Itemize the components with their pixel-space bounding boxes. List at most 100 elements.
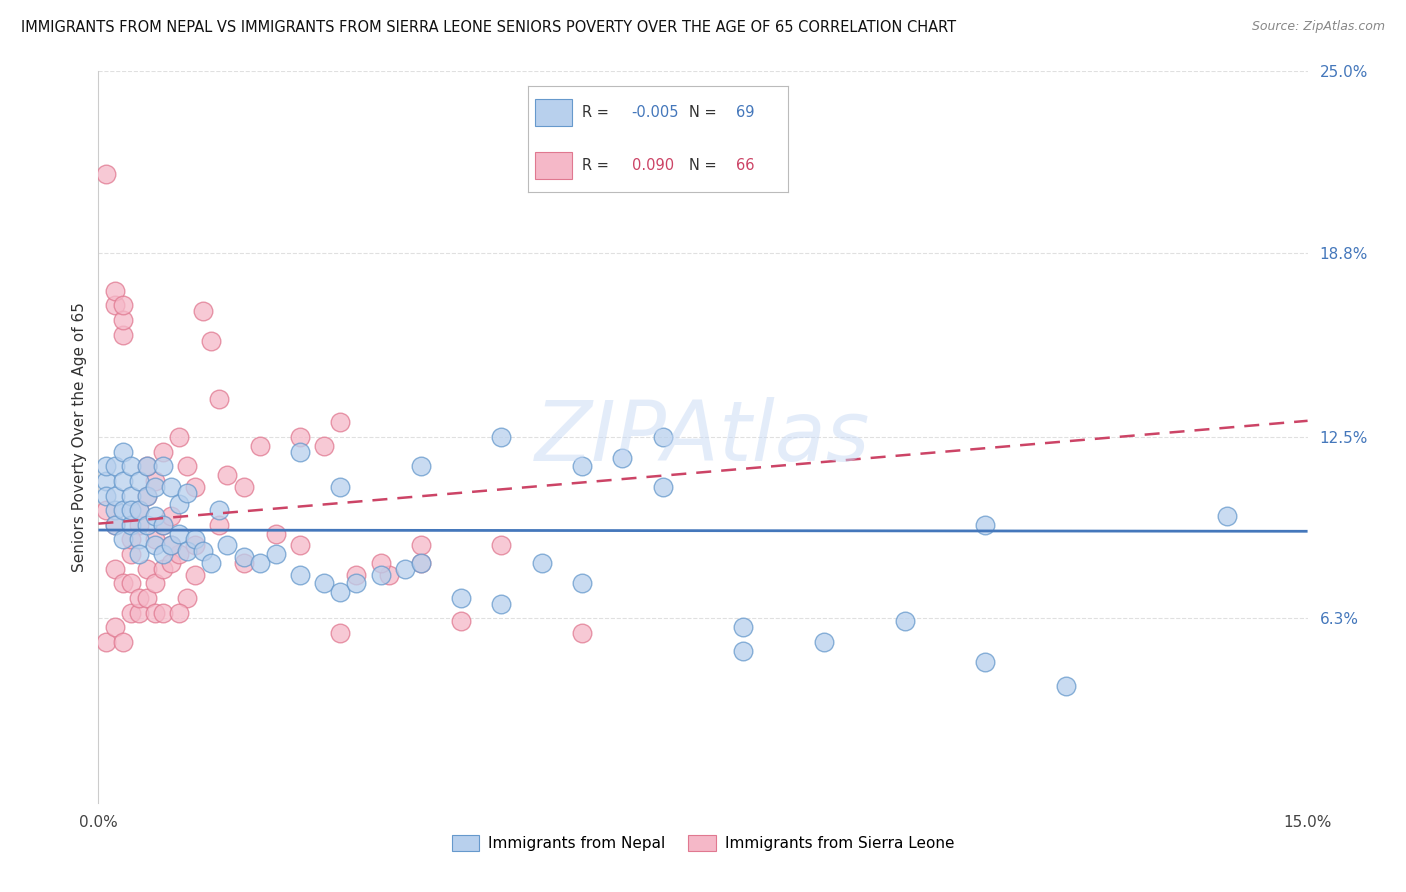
Point <box>176 591 198 605</box>
Point <box>152 606 174 620</box>
Point <box>120 459 142 474</box>
Point <box>96 474 118 488</box>
Point <box>96 489 118 503</box>
Point <box>120 503 142 517</box>
Point <box>103 620 125 634</box>
Point <box>128 547 150 561</box>
Point <box>651 480 673 494</box>
Point <box>184 480 207 494</box>
Point <box>264 547 287 561</box>
Point <box>176 485 198 500</box>
Point <box>135 459 157 474</box>
Point <box>176 544 198 558</box>
Point <box>96 459 118 474</box>
Point <box>167 547 190 561</box>
Point <box>120 489 142 503</box>
Point <box>143 509 166 524</box>
Point <box>111 576 134 591</box>
Point <box>143 474 166 488</box>
Point <box>491 538 513 552</box>
Point <box>329 585 352 599</box>
Point <box>135 489 157 503</box>
Point <box>974 656 997 670</box>
Text: ZIPAtlas: ZIPAtlas <box>536 397 870 477</box>
Point <box>733 643 755 657</box>
Point <box>128 503 150 517</box>
Point <box>1054 679 1077 693</box>
Point <box>450 615 472 629</box>
Point <box>314 439 336 453</box>
Point <box>135 591 157 605</box>
Point <box>409 538 432 552</box>
Point <box>103 517 125 532</box>
Text: Source: ZipAtlas.com: Source: ZipAtlas.com <box>1251 20 1385 33</box>
Point <box>530 556 553 570</box>
Point <box>232 556 254 570</box>
Point <box>193 304 215 318</box>
Point <box>1216 509 1239 524</box>
Point <box>200 556 222 570</box>
Point <box>152 562 174 576</box>
Point <box>249 439 271 453</box>
Point <box>217 538 239 552</box>
Point <box>370 556 392 570</box>
Point <box>160 509 183 524</box>
Text: IMMIGRANTS FROM NEPAL VS IMMIGRANTS FROM SIERRA LEONE SENIORS POVERTY OVER THE A: IMMIGRANTS FROM NEPAL VS IMMIGRANTS FROM… <box>21 20 956 35</box>
Point <box>893 615 915 629</box>
Point <box>208 503 231 517</box>
Point <box>232 480 254 494</box>
Point <box>135 459 157 474</box>
Point <box>135 489 157 503</box>
Point <box>152 517 174 532</box>
Point <box>409 556 432 570</box>
Point <box>111 635 134 649</box>
Point <box>193 544 215 558</box>
Point <box>96 635 118 649</box>
Point <box>329 416 352 430</box>
Point <box>135 562 157 576</box>
Point <box>491 430 513 444</box>
Point <box>208 392 231 406</box>
Point <box>184 538 207 552</box>
Point <box>152 444 174 458</box>
Point <box>160 556 183 570</box>
Point <box>143 606 166 620</box>
Point <box>344 576 367 591</box>
Point <box>103 503 125 517</box>
Point <box>111 503 134 517</box>
Point <box>288 567 311 582</box>
Point <box>103 459 125 474</box>
Point <box>974 517 997 532</box>
Point <box>111 444 134 458</box>
Point <box>152 459 174 474</box>
Point <box>120 606 142 620</box>
Point <box>217 468 239 483</box>
Point <box>111 474 134 488</box>
Point <box>111 327 134 342</box>
Point <box>111 298 134 312</box>
Point <box>571 576 593 591</box>
Point <box>167 526 190 541</box>
Point <box>184 567 207 582</box>
Point <box>103 298 125 312</box>
Point <box>120 547 142 561</box>
Point <box>167 497 190 511</box>
Point <box>143 480 166 494</box>
Point <box>103 284 125 298</box>
Point <box>377 567 399 582</box>
Point <box>409 556 432 570</box>
Point <box>143 538 166 552</box>
Point <box>733 620 755 634</box>
Point <box>450 591 472 605</box>
Point <box>160 538 183 552</box>
Legend: Immigrants from Nepal, Immigrants from Sierra Leone: Immigrants from Nepal, Immigrants from S… <box>446 830 960 857</box>
Point <box>329 480 352 494</box>
Point <box>103 562 125 576</box>
Point <box>612 450 634 465</box>
Point <box>111 533 134 547</box>
Point <box>249 556 271 570</box>
Point <box>264 526 287 541</box>
Point <box>651 430 673 444</box>
Point <box>344 567 367 582</box>
Point <box>143 576 166 591</box>
